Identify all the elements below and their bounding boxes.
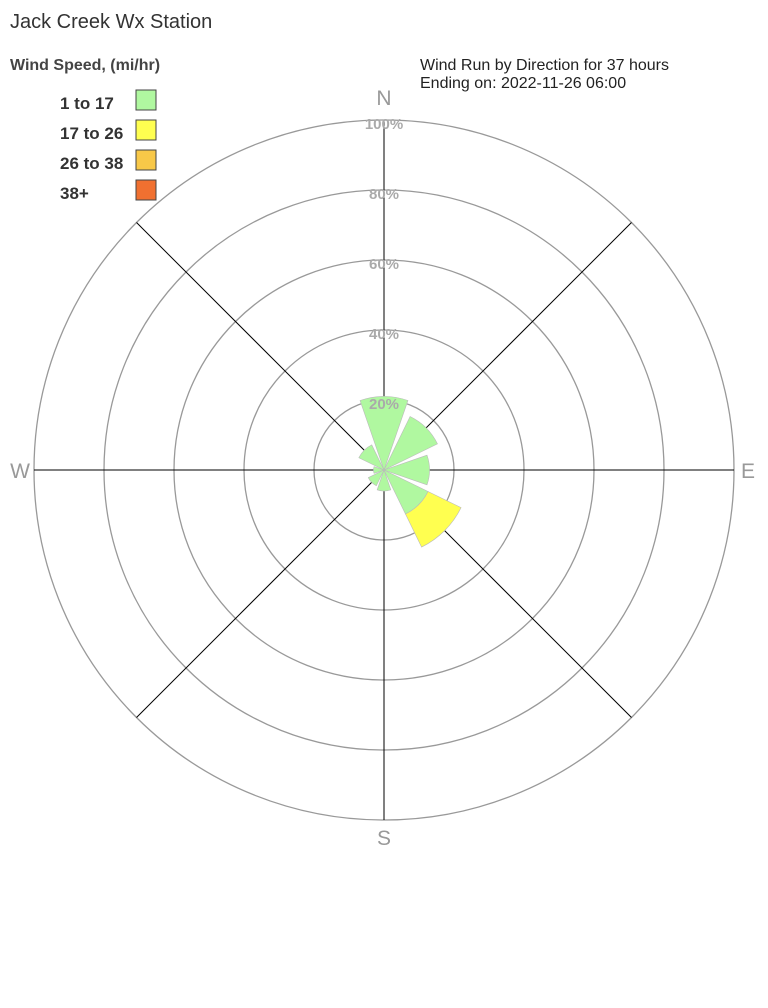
legend-swatch xyxy=(135,149,157,171)
legend-swatch xyxy=(135,179,157,201)
subtitle-line-2: Ending on: 2022-11-26 06:00 xyxy=(420,75,626,92)
legend-swatch xyxy=(135,119,157,141)
radial-tick-label: 40% xyxy=(369,326,399,343)
petal-SE-band-1 xyxy=(405,491,462,548)
subtitle-line-1: Wind Run by Direction for 37 hours xyxy=(420,57,669,74)
petal-SW-band-0 xyxy=(367,469,385,487)
compass-e: E xyxy=(741,460,755,483)
axis-line xyxy=(136,469,385,718)
radial-tick-label: 80% xyxy=(369,186,399,203)
legend-swatch xyxy=(135,89,157,111)
legend-title: Wind Speed, (mi/hr) xyxy=(10,57,160,74)
legend-label: 17 to 26 xyxy=(60,124,123,143)
petal-E-band-0 xyxy=(383,454,430,486)
chart-title: Jack Creek Wx Station xyxy=(10,11,212,33)
legend-label: 38+ xyxy=(60,184,89,203)
petal-S-band-0 xyxy=(376,469,392,492)
compass-w: W xyxy=(10,460,30,483)
radial-tick-label: 100% xyxy=(365,116,403,133)
petal-NW-band-0 xyxy=(358,444,385,471)
radial-tick-label: 60% xyxy=(369,256,399,273)
radial-tick-label: 20% xyxy=(369,396,399,413)
petal-NE-band-0 xyxy=(383,416,438,471)
axis-line xyxy=(136,222,385,471)
petal-W-band-0 xyxy=(373,466,385,474)
compass-s: S xyxy=(377,827,391,850)
legend-label: 1 to 17 xyxy=(60,94,114,113)
compass-n: N xyxy=(376,87,391,110)
petal-N-band-0 xyxy=(359,396,409,471)
legend-label: 26 to 38 xyxy=(60,154,123,173)
